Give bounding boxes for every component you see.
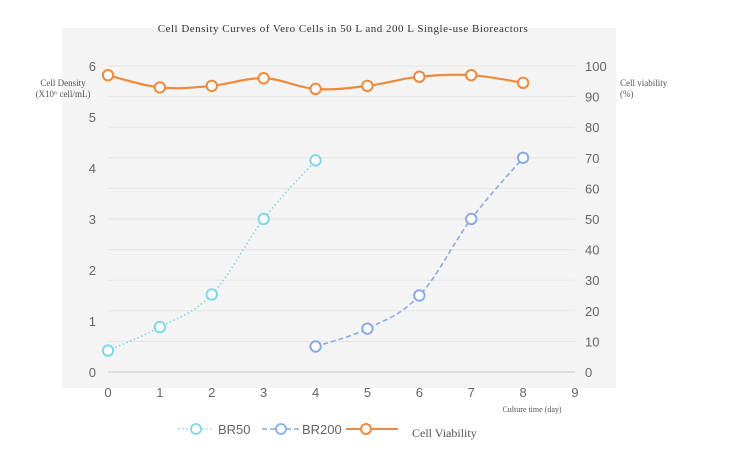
legend-item-br50: BR50: [178, 422, 251, 437]
data-point-br50: [205, 288, 218, 301]
y-left-tick-label: 2: [89, 263, 96, 278]
data-point-br200: [361, 322, 374, 335]
y-right-tick-label: 100: [585, 59, 607, 74]
x-tick-label: 4: [312, 385, 319, 400]
legend-label-br200: BR200: [302, 422, 342, 437]
x-axis-label: Culture time (day): [502, 405, 561, 414]
y-right-tick-label: 70: [585, 151, 599, 166]
y-right-tick-label: 20: [585, 304, 599, 319]
y-right-label-line2: (%): [620, 89, 634, 99]
y-left-tick-label: 5: [89, 110, 96, 125]
y-right-tick-label: 10: [585, 334, 599, 349]
data-point-cell-viability: [413, 70, 426, 83]
series: [101, 68, 530, 357]
legend-label-viability: Cell Viability: [412, 426, 477, 440]
legend-item-viability: Cell Viability: [346, 423, 477, 440]
x-tick-label: 5: [364, 385, 371, 400]
x-tick-label: 0: [104, 385, 111, 400]
x-tick-label: 7: [468, 385, 475, 400]
y-left-tick-label: 4: [89, 161, 96, 176]
legend-marker-br200: [275, 423, 287, 435]
data-point-br50: [153, 320, 167, 334]
y-left-tick-label: 0: [89, 365, 96, 380]
x-tick-label: 8: [519, 385, 526, 400]
data-point-cell-viability: [309, 82, 322, 96]
y-left-label-line1: Cell Density: [40, 78, 86, 88]
grid-lines: [108, 65, 575, 342]
data-point-cell-viability: [153, 81, 167, 94]
legend-item-br200: BR200: [262, 422, 342, 437]
data-point-br50: [309, 154, 322, 167]
data-point-cell-viability: [101, 68, 115, 82]
y-right-tick-label: 80: [585, 120, 599, 135]
data-point-br200: [516, 151, 530, 165]
x-tick-label: 1: [156, 385, 163, 400]
y-right-tick-label: 90: [585, 90, 599, 105]
y-right-tick-label: 0: [585, 365, 592, 380]
legend-marker-br50: [190, 423, 202, 435]
x-tick-label: 3: [260, 385, 267, 400]
data-point-cell-viability: [205, 79, 218, 93]
y-left-tick-label: 1: [89, 314, 96, 329]
chart-title: Cell Density Curves of Vero Cells in 50 …: [158, 23, 529, 35]
y-right-tick-label: 40: [585, 243, 599, 258]
y-left-tick-label: 3: [89, 212, 96, 227]
data-point-cell-viability: [465, 68, 478, 82]
legend-marker-viability: [360, 423, 372, 435]
data-point-br200: [413, 289, 426, 302]
x-tick-label: 2: [208, 385, 215, 400]
x-tick-label: 9: [571, 385, 578, 400]
y-right-tick-label: 50: [585, 212, 599, 227]
y-right-tick-label: 30: [585, 273, 599, 288]
data-point-cell-viability: [516, 76, 530, 90]
data-point-cell-viability: [257, 72, 270, 85]
data-point-br50: [257, 212, 270, 226]
y-left-label-line2: (X10⁶ cell/mL): [36, 89, 91, 99]
y-left-tick-label: 6: [89, 59, 96, 74]
legend-label-br50: BR50: [218, 422, 251, 437]
x-tick-label: 6: [416, 385, 423, 400]
y-right-label-line1: Cell viability: [620, 78, 668, 88]
data-point-br200: [465, 212, 478, 226]
data-point-cell-viability: [361, 79, 374, 93]
legend: BR50 BR200 Cell Viability: [178, 422, 477, 440]
y-right-tick-label: 60: [585, 181, 599, 196]
data-point-br200: [309, 340, 322, 353]
data-point-br50: [101, 344, 115, 357]
